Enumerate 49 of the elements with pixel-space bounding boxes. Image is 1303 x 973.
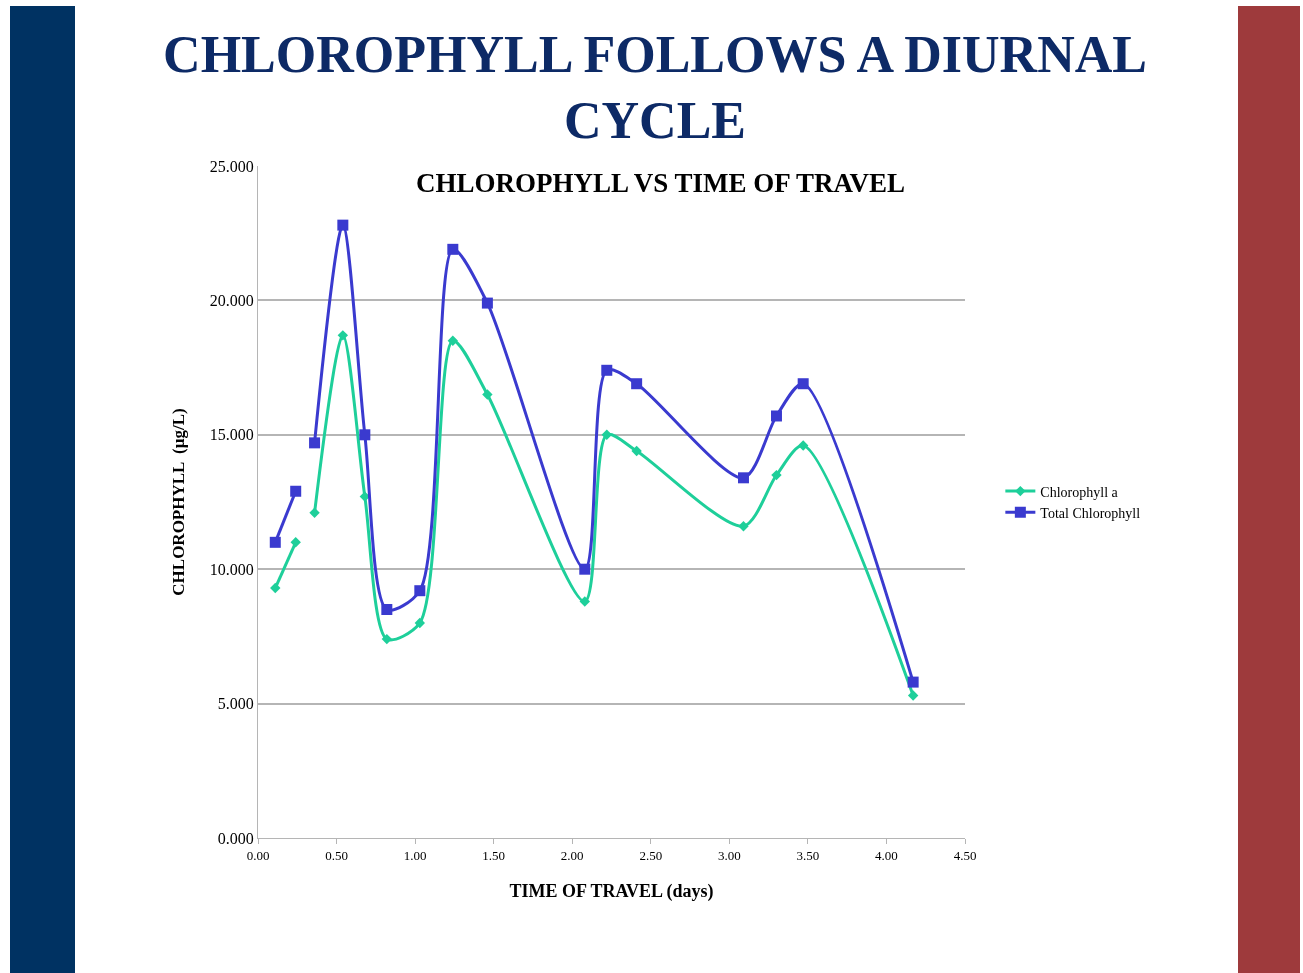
point — [309, 437, 321, 449]
x-tick-label: 2.00 — [560, 847, 584, 863]
point — [482, 389, 493, 400]
point — [631, 378, 643, 390]
point — [737, 472, 749, 484]
x-tick-label: 1.00 — [403, 847, 427, 863]
point — [337, 219, 349, 231]
point — [481, 297, 493, 309]
point — [601, 429, 612, 440]
point — [738, 520, 749, 532]
legend-label: Chlorophyll a — [1040, 484, 1119, 500]
point — [381, 604, 393, 616]
point — [447, 243, 459, 255]
x-tick-label: 3.50 — [796, 847, 820, 863]
x-tick-label: 1.50 — [482, 847, 506, 863]
point — [579, 596, 590, 607]
point — [631, 445, 642, 457]
point — [309, 507, 320, 518]
chart-subtitle: CHLOROPHYLL VS TIME OF TRAVEL — [416, 168, 906, 198]
x-tick-label: 4.50 — [953, 847, 977, 863]
point — [797, 440, 809, 451]
y-tick-label: 20.000 — [209, 292, 254, 309]
point — [381, 633, 393, 645]
point — [601, 364, 613, 376]
chart-title: CHLOROPHYLL FOLLOWS A DIURNAL CYCLE — [162, 25, 1148, 151]
legend-label: Total Chlorophyll — [1040, 505, 1141, 521]
point — [771, 469, 782, 481]
point — [797, 378, 809, 390]
x-tick-label: 4.00 — [875, 847, 898, 863]
point — [447, 335, 459, 346]
point — [337, 330, 349, 341]
x-tick-label: 0.00 — [246, 847, 270, 863]
point — [414, 617, 426, 629]
y-tick-label: 15.000 — [209, 426, 254, 444]
point — [414, 585, 426, 597]
point — [907, 676, 919, 688]
point — [770, 410, 782, 422]
y-tick-label: 10.000 — [209, 560, 254, 578]
y-tick-label: 5.000 — [217, 695, 254, 713]
x-tick-label: 0.50 — [325, 847, 348, 863]
point — [359, 429, 371, 441]
y-axis-title: CHLOROPHYLL (µg/L) — [169, 408, 189, 596]
point — [579, 563, 591, 575]
x-axis-title: TIME OF TRAVEL (days) — [509, 880, 714, 902]
x-tick-label: 3.00 — [717, 847, 741, 863]
x-tick-label: 2.50 — [639, 847, 663, 863]
point — [907, 690, 919, 701]
y-tick-label: 0.000 — [217, 829, 254, 847]
y-tick-label: 25.000 — [209, 157, 254, 175]
